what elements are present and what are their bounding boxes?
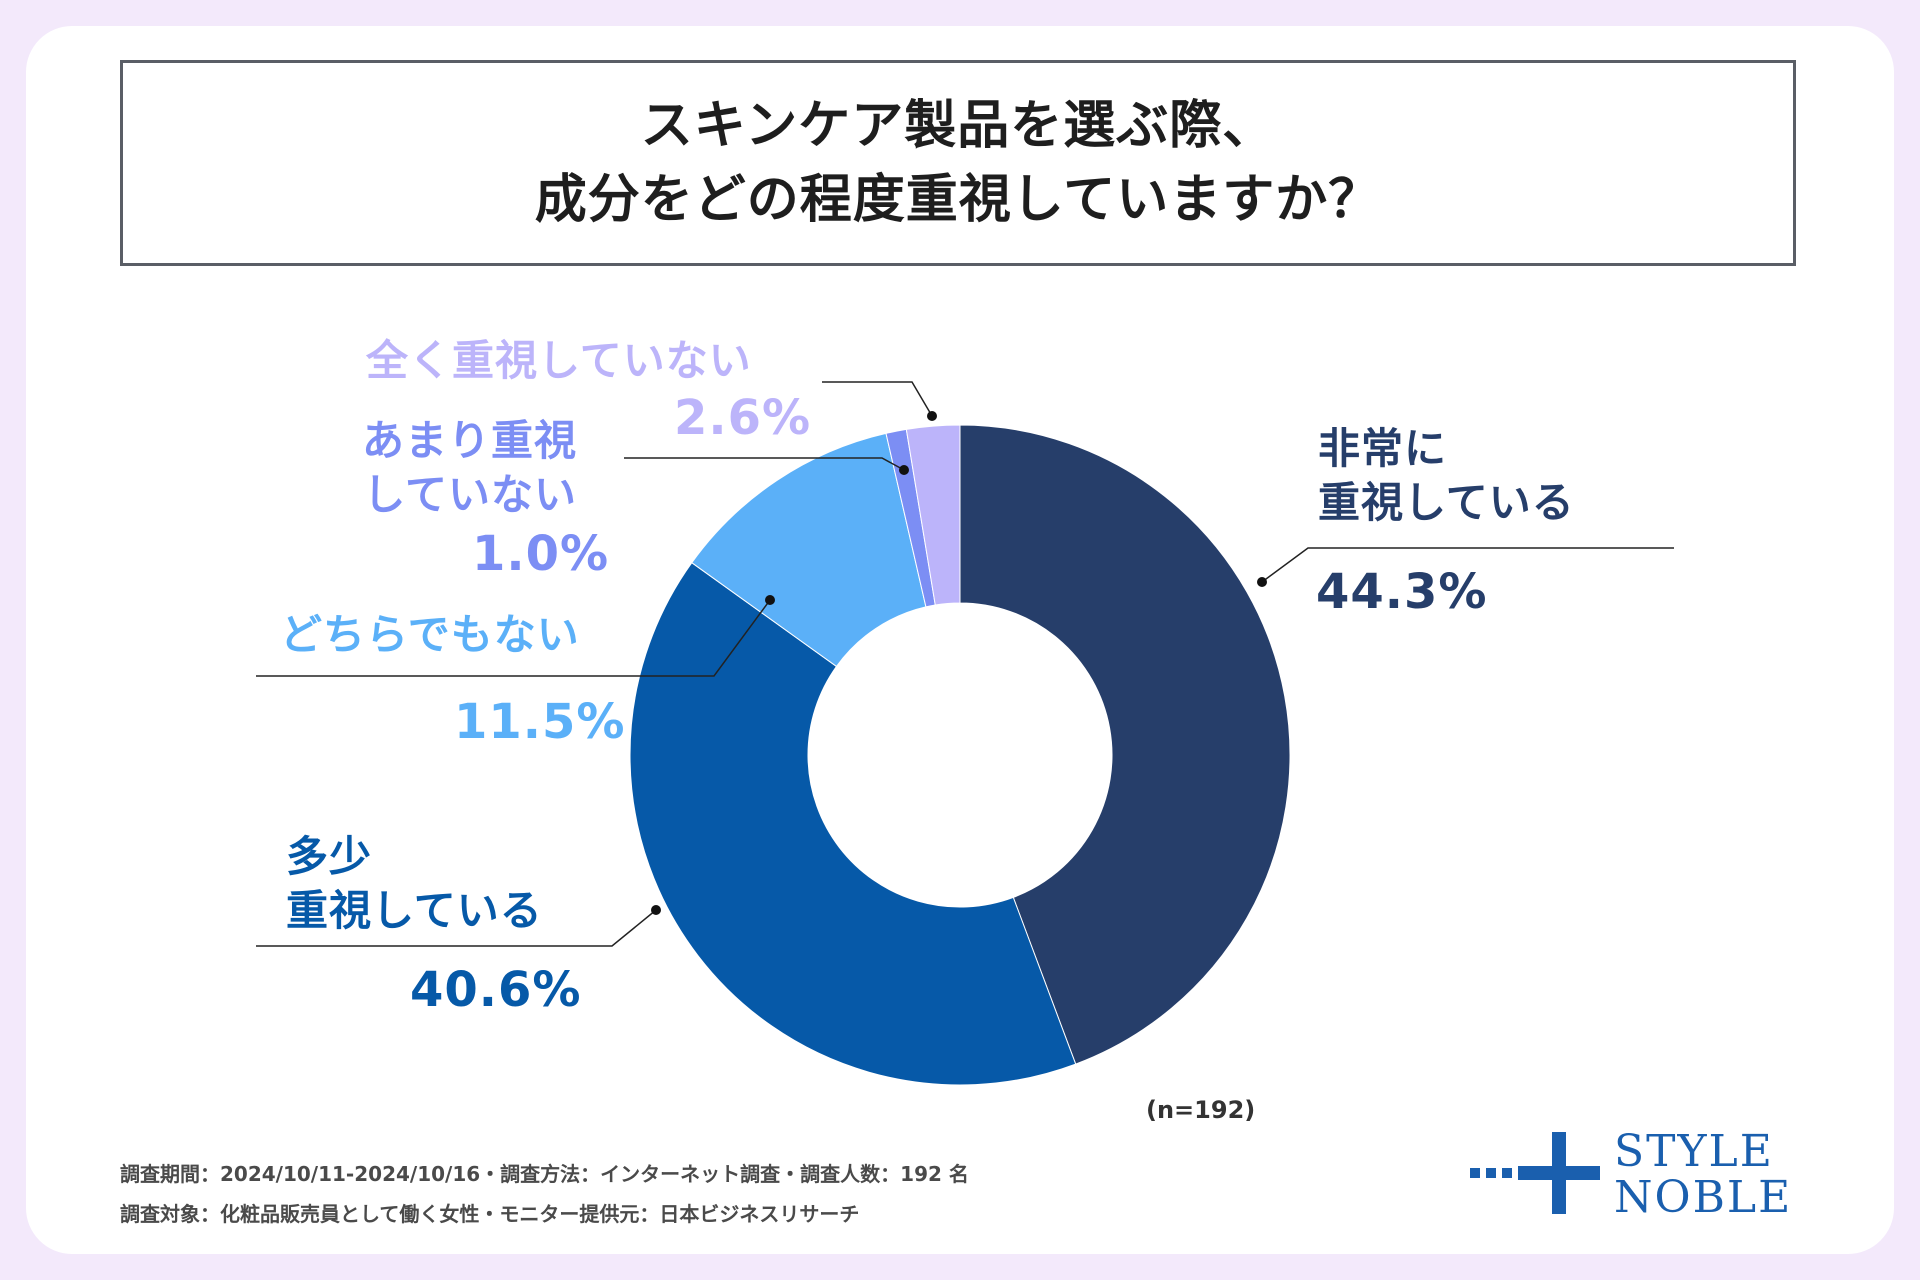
logo-text-style: STYLE xyxy=(1614,1126,1774,1177)
label-somewhat-important-line-1: 多少 xyxy=(286,832,373,881)
pct-neither: 11.5% xyxy=(454,694,626,750)
pct-not-at-all-important: 2.6% xyxy=(674,390,812,446)
slice-very-important xyxy=(959,424,1291,1065)
plus-mark-icon xyxy=(1470,1132,1600,1214)
label-somewhat-important: 多少 重視している xyxy=(286,830,543,938)
leader-dot-neither xyxy=(765,595,775,605)
slice-somewhat-important xyxy=(629,562,1077,1086)
leader-dot-very-important xyxy=(1257,577,1267,587)
leader-line-neither xyxy=(256,599,771,677)
leader-line-not-at-all-important xyxy=(822,381,933,417)
slice-not-at-all-important xyxy=(905,424,961,606)
slice-neither xyxy=(691,432,927,668)
pct-very-important: 44.3% xyxy=(1316,564,1488,620)
label-very-important-line-2: 重視している xyxy=(1318,478,1575,527)
logo-text-noble: NOBLE xyxy=(1614,1172,1793,1223)
leader-line-somewhat-important xyxy=(256,909,657,947)
label-very-important: 非常に 重視している xyxy=(1318,422,1575,530)
leader-line-very-important xyxy=(1261,547,1674,583)
label-very-important-line-1: 非常に xyxy=(1318,424,1448,473)
footer-survey-period: 調査期間：2024/10/11-2024/10/16・調査方法：インターネット調… xyxy=(120,1162,969,1186)
footer-survey-target: 調査対象：化粧品販売員として働く女性・モニター提供元：日本ビジネスリサーチ xyxy=(120,1202,860,1226)
leader-dot-not-at-all-important xyxy=(927,411,937,421)
label-somewhat-important-line-2: 重視している xyxy=(286,886,543,935)
label-not-very-important-line-2: していない xyxy=(363,470,578,519)
leader-line-not-very-important xyxy=(624,457,905,471)
leader-dot-somewhat-important xyxy=(651,905,661,915)
pct-somewhat-important: 40.6% xyxy=(410,962,582,1018)
sample-size-note: (n=192) xyxy=(1146,1096,1256,1124)
style-noble-logo: STYLE NOBLE xyxy=(1470,1124,1800,1224)
label-not-very-important: あまり重視 していない xyxy=(362,414,577,522)
title-line-1: スキンケア製品を選ぶ際、 xyxy=(640,96,1276,156)
chart-title: スキンケア製品を選ぶ際、 成分をどの程度重視していますか？ xyxy=(120,60,1796,266)
label-neither: どちらでもない xyxy=(280,610,580,659)
title-line-2: 成分をどの程度重視していますか？ xyxy=(534,170,1382,230)
label-not-at-all-important: 全く重視していない xyxy=(366,336,752,385)
leader-dot-not-very-important xyxy=(899,465,909,475)
label-not-very-important-line-1: あまり重視 xyxy=(362,416,578,465)
pct-not-very-important: 1.0% xyxy=(472,526,610,582)
